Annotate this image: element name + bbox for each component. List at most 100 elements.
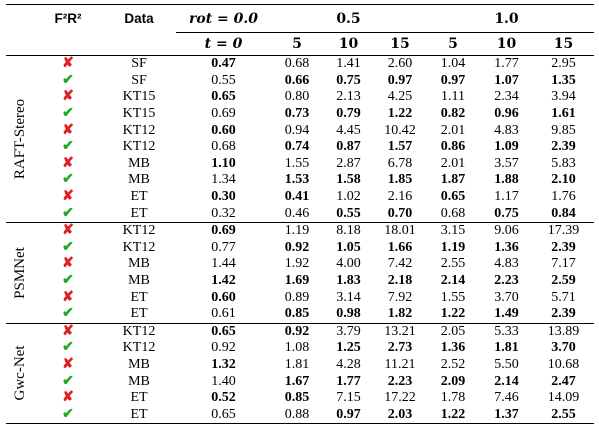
value-cell: 2.87 [336,155,361,171]
value-cell: 0.92 [211,340,236,356]
value-cell: 17.22 [384,390,416,406]
value-cell: 0.65 [440,189,466,205]
value-cell: 2.09 [440,373,466,389]
value-cell: 2.39 [551,306,576,322]
table-row: ✘ ET 0.60 0.89 3.14 7.92 1.55 3.70 5.71 [6,289,594,306]
method-label: RAFT-Stereo [6,55,34,223]
header-sub-10-10: 10 [480,32,533,56]
header-sub-10-15: 15 [533,32,594,56]
value-cell: 0.97 [323,406,374,425]
value-cell: 4.83 [494,122,519,138]
value-cell: 2.39 [551,139,576,155]
value-cell: 1.32 [211,356,236,372]
cross-icon: ✘ [62,390,74,406]
check-icon: ✔ [62,373,74,389]
value-cell: 1.69 [284,273,310,289]
value-cell: 1.85 [387,172,413,188]
value-cell: 0.96 [494,106,519,122]
cross-icon: ✘ [62,356,74,372]
value-cell: 2.10 [551,172,576,188]
value-cell: 2.34 [494,89,519,105]
check-icon: ✔ [62,340,74,356]
value-cell: 1.19 [271,221,323,240]
value-cell: 1.22 [426,406,480,425]
dataset-cell: ET [130,390,148,406]
value-cell: 1.88 [494,172,519,188]
value-cell: 0.55 [211,72,236,88]
table-row: ✘ ET 0.52 0.85 7.15 17.22 1.78 7.46 14.09 [6,390,594,407]
table-row: ✘ KT12 0.60 0.94 4.45 10.42 2.01 4.83 9.85 [6,122,594,139]
dataset-cell: KT15 [122,106,156,122]
value-cell: 10.68 [547,356,580,372]
value-cell: 0.84 [551,205,576,221]
value-cell: 3.70 [551,340,576,356]
value-cell: 2.23 [387,373,413,389]
value-cell: 11.21 [384,356,416,372]
value-cell: 1.55 [284,155,310,171]
method-name: Gwc-Net [12,345,28,401]
dataset-cell: MB [128,256,150,272]
check-icon: ✔ [62,306,74,322]
value-cell: 1.02 [336,189,361,205]
value-cell: 2.52 [440,356,466,372]
value-cell: 0.55 [336,205,361,221]
table-row: PSMNet ✘ KT12 0.69 1.19 8.18 18.01 3.15 9.06 17.3… [6,221,594,323]
cross-icon: ✘ [34,54,102,73]
value-cell: 1.42 [211,273,236,289]
value-cell: 0.92 [271,322,323,341]
value-cell: 0.87 [336,139,361,155]
table-row: ✘ ET 0.30 0.41 1.02 2.16 0.65 1.17 1.76 [6,189,594,206]
value-cell: 5.33 [480,322,533,341]
value-cell: 0.60 [211,122,236,138]
value-cell: 3.79 [323,322,374,341]
dataset-cell: KT12 [122,239,156,255]
cross-icon: ✘ [62,256,74,272]
table-row: ✔ KT12 0.68 0.74 0.87 1.57 0.86 1.09 2.39 [6,139,594,156]
header-sub-05-15: 15 [374,32,426,56]
value-cell: 1.09 [494,139,519,155]
value-cell: 4.83 [494,256,519,272]
value-cell: 0.65 [211,89,236,105]
value-cell: 0.74 [284,139,310,155]
value-cell: 0.65 [176,322,271,341]
check-icon: ✔ [62,72,74,88]
value-cell: 0.65 [176,406,271,425]
table-row: ✔ MB 1.34 1.53 1.58 1.85 1.87 1.88 2.10 [6,172,594,189]
value-cell: 1.04 [426,54,480,73]
value-cell: 1.55 [440,289,466,305]
value-cell: 2.39 [551,239,576,255]
value-cell: 2.59 [551,273,576,289]
value-cell: 0.77 [211,239,236,255]
value-cell: 2.03 [374,406,426,425]
table-row: Gwc-Net ✘ KT12 0.65 0.92 3.79 13.21 2.05 5.33 13.… [6,322,594,425]
value-cell: 0.85 [284,390,310,406]
value-cell: 0.69 [211,106,236,122]
table-row: RAFT-Stereo ✘ SF 0.47 0.68 1.41 2.60 1.04 1.77 2.… [6,54,594,223]
value-cell: 2.01 [440,122,466,138]
value-cell: 0.82 [440,106,466,122]
results-table: F²R² Data rot = 0.0 0.5 1.0 t = 0 5 10 1… [6,4,594,425]
value-cell: 1.77 [480,54,533,73]
value-cell: 9.06 [480,221,533,240]
header-sub-05-10: 10 [323,32,374,56]
value-cell: 4.25 [387,89,413,105]
value-cell: 0.66 [284,72,310,88]
value-cell: 1.44 [211,256,236,272]
header-sub-05-5: 5 [271,32,323,56]
value-cell: 2.14 [494,373,519,389]
value-cell: 10.42 [384,122,416,138]
value-cell: 0.41 [284,189,310,205]
value-cell: 0.85 [284,306,310,322]
value-cell: 1.11 [441,89,465,105]
value-cell: 1.57 [387,139,413,155]
dataset-cell: SF [102,54,176,73]
value-cell: 1.36 [494,239,519,255]
cross-icon: ✘ [62,189,74,205]
dataset-cell: KT12 [122,122,156,138]
value-cell: 2.05 [426,322,480,341]
value-cell: 7.92 [387,289,413,305]
value-cell: 18.01 [374,221,426,240]
value-cell: 1.87 [440,172,466,188]
value-cell: 1.81 [494,340,519,356]
dataset-cell: MB [128,172,150,188]
